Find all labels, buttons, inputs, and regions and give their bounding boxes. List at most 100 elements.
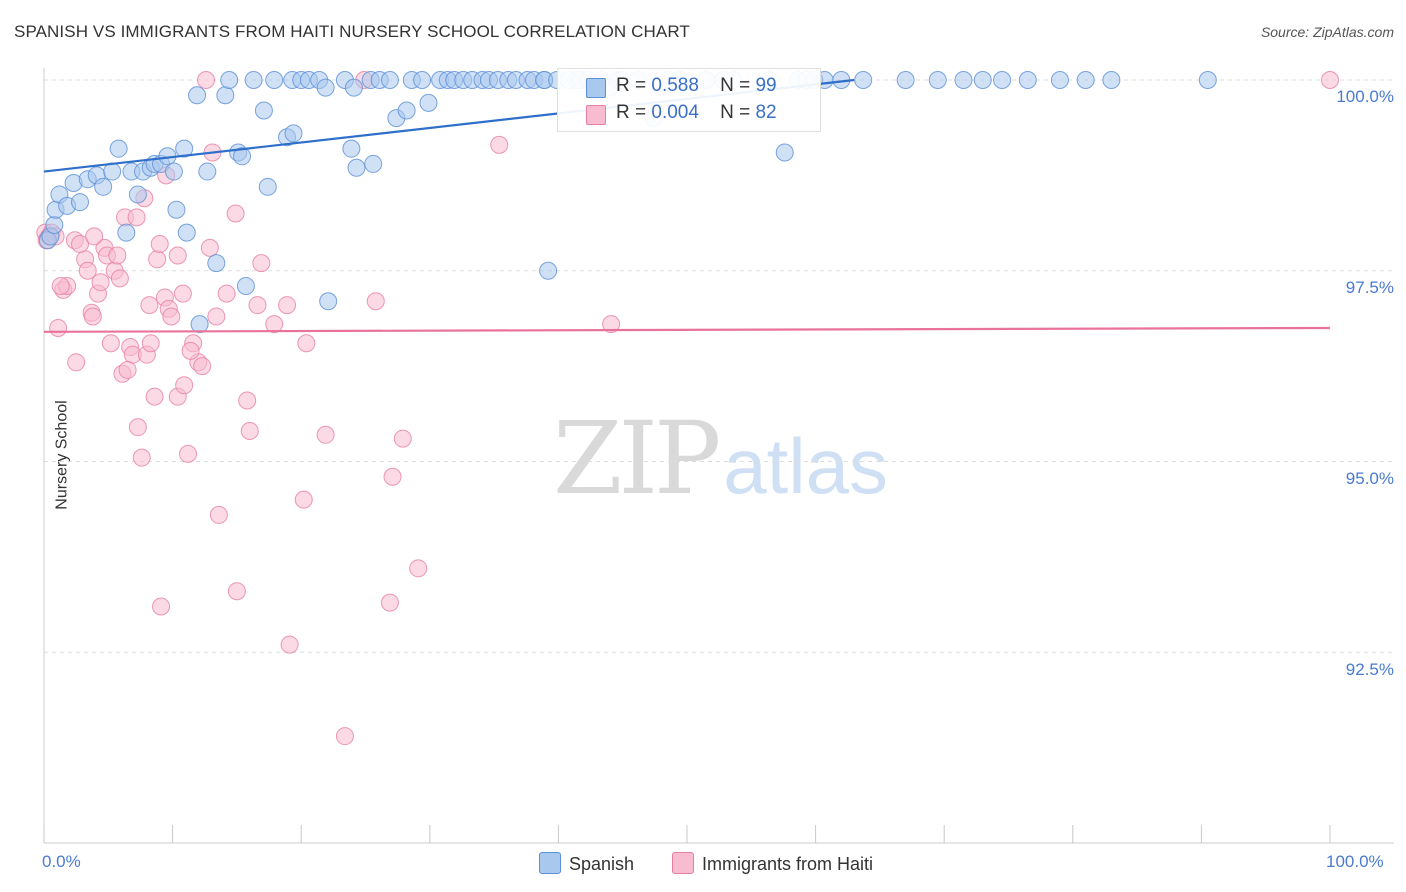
spanish-point [190, 315, 209, 334]
haiti-point [67, 353, 86, 372]
spanish-point [265, 71, 284, 89]
y-tick-label-100: 100.0% [1336, 87, 1394, 106]
spanish-point [284, 124, 303, 143]
haiti-point [49, 318, 68, 337]
spanish-point [973, 71, 992, 89]
spanish-point [244, 71, 263, 89]
haiti-point [168, 246, 187, 265]
spanish-point [316, 78, 335, 97]
haiti-point [227, 582, 246, 601]
haiti-point [1321, 71, 1339, 89]
bottom-legend-label-spanish: Spanish [569, 854, 635, 874]
y-tick-label-92-5: 92.5% [1345, 660, 1394, 679]
haiti-point [101, 334, 120, 353]
spanish-point [775, 143, 794, 162]
spanish-point [364, 154, 383, 173]
spanish-point [1076, 71, 1095, 89]
watermark: ZIPatlas [553, 400, 888, 517]
bottom-legend-haiti: Immigrants from Haiti [672, 852, 873, 875]
spanish-point [1198, 71, 1217, 89]
haiti-point [71, 235, 90, 254]
haiti-point [280, 635, 299, 654]
haiti-point [316, 425, 335, 444]
haiti-point [265, 315, 284, 334]
spanish-point [1018, 71, 1037, 89]
spanish-point [71, 193, 90, 212]
haiti-point [173, 284, 192, 303]
spanish-point [198, 162, 217, 181]
spanish-point [319, 292, 338, 311]
haiti-point [252, 254, 271, 273]
haiti-point [248, 296, 267, 315]
haiti-point [91, 273, 110, 292]
haiti-point [335, 727, 354, 746]
haiti-point [278, 296, 297, 315]
spanish-point [854, 71, 873, 89]
spanish-point [539, 261, 558, 280]
haiti-point [85, 227, 104, 246]
spanish-point [347, 158, 366, 177]
haiti-point [200, 238, 219, 257]
haiti-point [383, 467, 402, 486]
spanish-point [128, 185, 147, 204]
spanish-point [175, 139, 194, 158]
haiti-point [193, 357, 212, 376]
haiti-point [197, 71, 216, 89]
haiti-point [217, 284, 236, 303]
legend-n-label: N = [720, 75, 751, 96]
spanish-point [413, 71, 432, 89]
spanish-point [220, 71, 239, 89]
spanish-point [397, 101, 416, 120]
spanish-point [216, 86, 235, 105]
legend-n-label: N = [720, 102, 751, 123]
y-tick-label-95: 95.0% [1345, 469, 1394, 488]
x-tick-label-max: 100.0% [1326, 852, 1384, 871]
haiti-point [128, 418, 147, 437]
y-axis-label: Nursery School [53, 400, 71, 510]
x-tick-label-min: 0.0% [42, 852, 81, 871]
haiti-point [141, 334, 160, 353]
spanish-point [1102, 71, 1121, 89]
legend-n-value: 82 [755, 102, 777, 123]
spanish-point [344, 78, 363, 97]
spanish-point [177, 223, 196, 242]
haiti-point [490, 135, 509, 154]
chart-title: SPANISH VS IMMIGRANTS FROM HAITI NURSERY… [14, 22, 690, 41]
legend-swatch-spanish [586, 78, 606, 98]
haiti-point [240, 421, 259, 440]
correlation-legend: R = 0.588 N = 99 R = 0.004 N = 82 [557, 68, 821, 132]
spanish-point [258, 177, 277, 196]
spanish-point [928, 71, 947, 89]
haiti-point [380, 593, 399, 612]
haiti-point [226, 204, 245, 223]
legend-r-value: 0.588 [651, 75, 699, 96]
spanish-point [188, 86, 207, 105]
haiti-point [294, 490, 313, 509]
source-label: Source: ZipAtlas.com [1260, 24, 1394, 40]
haiti-point [297, 334, 316, 353]
haiti-point [78, 261, 97, 280]
haiti-point [148, 250, 167, 269]
haiti-point [150, 235, 169, 254]
y-tick-label-97-5: 97.5% [1345, 278, 1394, 297]
spanish-point [167, 200, 186, 219]
spanish-point [342, 139, 361, 158]
spanish-point [117, 223, 136, 242]
spanish-point [45, 215, 64, 234]
haiti-trend-line [43, 326, 1331, 333]
spanish-point [236, 277, 255, 296]
haiti-point [602, 315, 621, 334]
bottom-legend-spanish: Spanish [539, 852, 634, 875]
legend-r-label: R = [616, 75, 647, 96]
legend-n-value: 99 [755, 75, 777, 96]
haiti-point [145, 387, 164, 406]
watermark-atlas: atlas [723, 422, 889, 510]
spanish-point [94, 177, 113, 196]
bottom-legend-swatch-spanish [539, 852, 561, 874]
haiti-point [175, 376, 194, 395]
spanish-point [254, 101, 273, 120]
haiti-point [127, 208, 146, 227]
haiti-point [366, 292, 385, 311]
haiti-point [83, 307, 102, 326]
haiti-point [409, 559, 428, 578]
